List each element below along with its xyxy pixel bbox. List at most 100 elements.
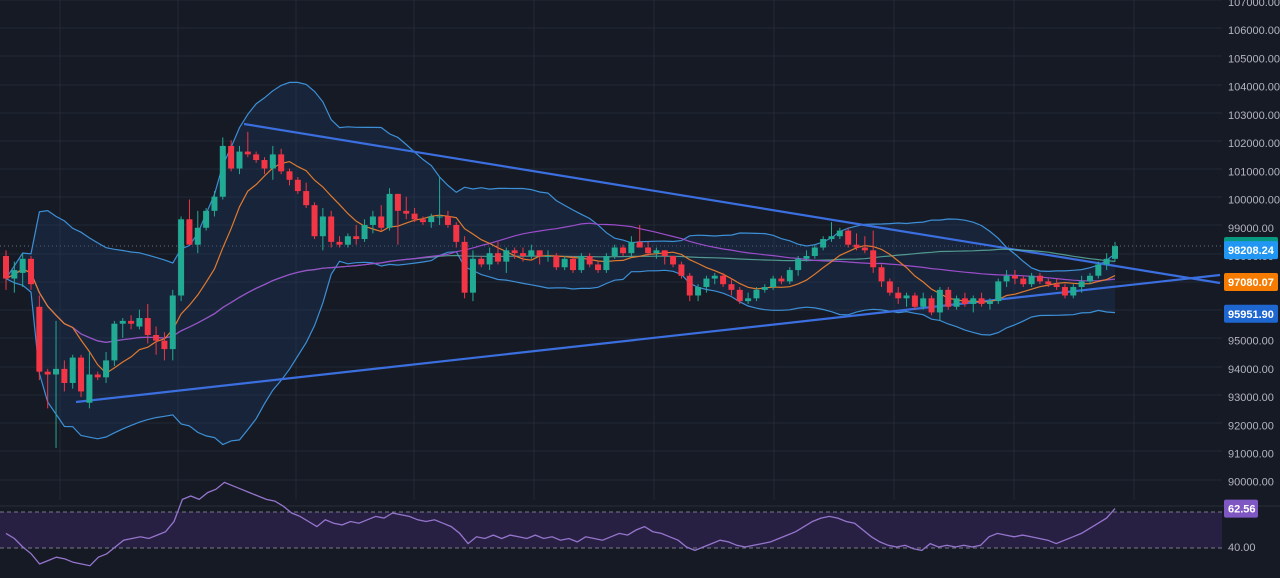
price-badge [1224, 241, 1278, 260]
candle-body [1070, 287, 1077, 296]
price-tick-label: 99000.00 [1228, 223, 1274, 235]
price-badge-label: 95951.90 [1228, 309, 1274, 321]
candle-body [61, 368, 68, 383]
candle-body [203, 210, 210, 228]
candle-body [753, 289, 760, 299]
price-badge-label: 97080.07 [1228, 277, 1274, 289]
candle-body [853, 244, 860, 248]
candle-body [444, 216, 451, 225]
candle-body [945, 289, 952, 307]
price-tick-label: 93000.00 [1228, 392, 1274, 404]
price-axis[interactable]: 107000.00 106000.00 105000.00 104000.00 1030… [1228, 0, 1280, 489]
price-badge [1224, 304, 1278, 323]
candle-body [78, 357, 85, 392]
ma-9-line [5, 160, 1116, 374]
candle-body [845, 230, 852, 245]
candle-body [169, 295, 176, 350]
triangle-trendlines[interactable] [75, 122, 1221, 404]
candle-body [386, 193, 393, 228]
price-tick-label: 95000.00 [1228, 336, 1274, 348]
candle-body [336, 241, 343, 245]
rsi-tick-label: 40.00 [1228, 542, 1256, 554]
candle-body [361, 224, 368, 240]
candle-body [595, 264, 602, 271]
candle-body [570, 258, 577, 271]
candle-body [11, 270, 18, 279]
candle-body [786, 270, 793, 282]
candle-body [795, 258, 802, 271]
candle-body [86, 374, 93, 403]
candle-body [928, 298, 935, 313]
candle-body [236, 151, 243, 169]
candle-body [369, 216, 376, 225]
candle-body [661, 250, 668, 256]
candle-body [811, 247, 818, 256]
candle-body [678, 264, 685, 276]
candle-body [1112, 246, 1118, 259]
chart-grid [0, 0, 1222, 500]
candle-body [528, 250, 535, 256]
candle-body [53, 368, 60, 375]
price-tick-label: 92000.00 [1228, 420, 1274, 432]
price-tick-label: 101000.00 [1228, 166, 1280, 178]
candle-body [428, 216, 435, 223]
candle-body [778, 278, 785, 282]
price-tick-label: 106000.00 [1228, 25, 1280, 37]
price-badge-label: 98208.24 [1228, 245, 1275, 257]
candle-body [161, 340, 168, 350]
candle-body [261, 160, 268, 169]
price-tick-label: 94000.00 [1228, 364, 1274, 376]
candle-body [486, 253, 493, 265]
candle-body [311, 205, 318, 237]
candle-body [436, 216, 443, 218]
candle-body [94, 374, 101, 378]
candle-body [828, 236, 835, 240]
price-tick-label: 105000.00 [1228, 53, 1280, 65]
candle-body [1103, 258, 1110, 265]
candle-body [19, 258, 26, 273]
candle-body [294, 179, 301, 192]
candle-body [711, 275, 718, 279]
candle-body [920, 298, 927, 307]
candle-body [953, 298, 960, 307]
candle-body [403, 210, 410, 214]
candle-body [211, 196, 218, 211]
candle-body [745, 298, 752, 302]
price-tick-label: 107000.00 [1228, 0, 1280, 9]
candle-body [645, 247, 652, 254]
candle-body [1053, 284, 1060, 288]
candle-body [561, 258, 568, 268]
candle-body [503, 250, 510, 262]
candle-body [770, 278, 777, 288]
ma-50-line [5, 222, 1116, 344]
candle-body [1020, 278, 1027, 285]
candle-body [244, 151, 251, 155]
lower-trendline[interactable] [75, 273, 1221, 404]
candle-body [653, 250, 660, 254]
rsi-band [0, 512, 1222, 548]
candle-body [278, 154, 285, 172]
upper-trendline[interactable] [243, 122, 1221, 285]
candle-body [344, 236, 351, 245]
candle-body [319, 216, 326, 237]
candle-body [870, 250, 877, 268]
price-tick-label: 103000.00 [1228, 110, 1280, 122]
candle-body [1036, 275, 1043, 282]
price-tick-label: 91000.00 [1228, 449, 1274, 461]
candle-body [419, 219, 426, 223]
candle-body [603, 255, 610, 271]
candle-body [378, 216, 385, 228]
candle-body [544, 255, 551, 257]
candle-body [194, 227, 201, 245]
candle-body [253, 154, 260, 161]
candle-body [186, 219, 193, 245]
candle-body [1078, 281, 1085, 288]
candle-body [1095, 264, 1102, 276]
candle-body [986, 301, 993, 304]
candle-body [586, 255, 593, 265]
candle-body [328, 216, 335, 242]
candle-body [903, 295, 910, 299]
candle-body [1003, 275, 1010, 282]
